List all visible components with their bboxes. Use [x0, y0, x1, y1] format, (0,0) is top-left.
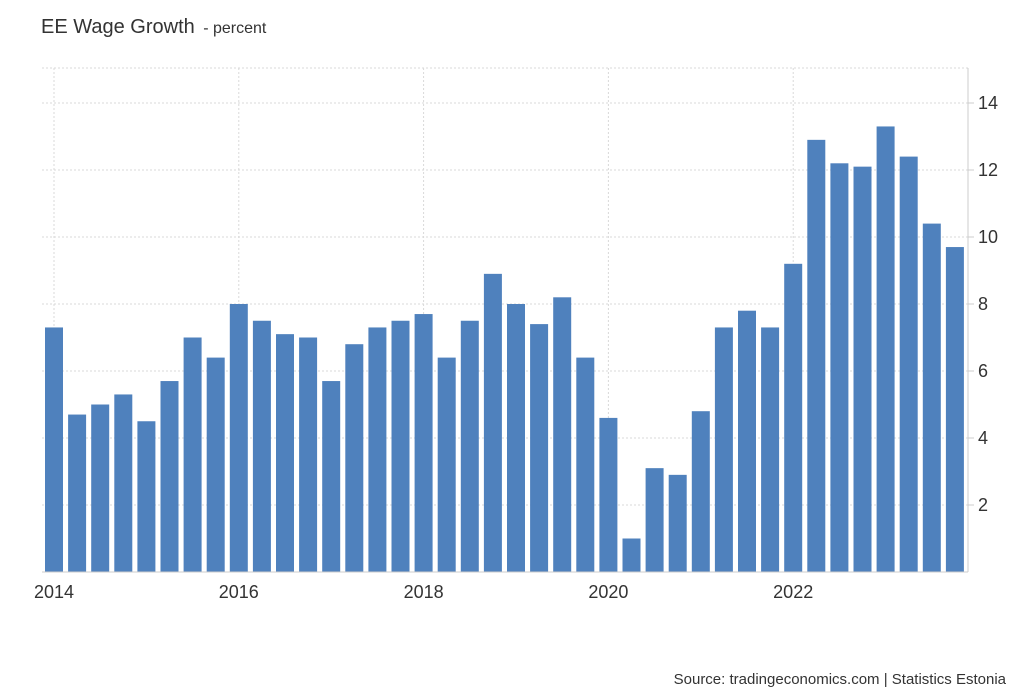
bar-2023-q1: [876, 126, 895, 572]
y-tick-label: 8: [978, 294, 988, 314]
bar-2022-q1: [784, 263, 803, 572]
bar-2015-q4: [206, 357, 225, 572]
bar-2023-q3: [922, 223, 941, 572]
bar-2022-q4: [853, 166, 872, 572]
bar-2019-q4: [576, 357, 595, 572]
bar-2018-q1: [414, 314, 433, 572]
bar-2020-q3: [645, 468, 664, 572]
bar-2022-q2: [807, 139, 826, 572]
y-tick-label: 2: [978, 495, 988, 515]
bar-2020-q2: [622, 538, 641, 572]
bar-2019-q1: [507, 304, 525, 572]
source-note: Source: tradingeconomics.com | Statistic…: [673, 671, 1006, 688]
x-tick-label: 2016: [219, 582, 259, 602]
bar-2015-q1: [137, 421, 156, 572]
bar-2015-q2: [160, 381, 179, 572]
y-tick-label: 14: [978, 93, 998, 113]
bar-2022-q3: [830, 163, 849, 573]
bar-2019-q3: [553, 297, 572, 572]
bar-2014-q3: [91, 404, 110, 572]
chart-title-unit: - percent: [203, 20, 267, 37]
bar-2017-q1: [322, 381, 341, 572]
y-tick-label: 6: [978, 361, 988, 381]
bar-2018-q3: [460, 320, 479, 572]
bar-2023-q4: [945, 247, 964, 573]
y-tick-label: 12: [978, 160, 998, 180]
bar-2016-q3: [276, 334, 294, 572]
bar-2023-q2: [899, 156, 918, 572]
x-tick-label: 2014: [34, 582, 74, 602]
bar-2018-q2: [437, 357, 456, 572]
bars: [45, 126, 964, 573]
bar-2021-q1: [691, 411, 710, 572]
bar-2020-q1: [599, 417, 618, 572]
bar-2021-q4: [761, 327, 780, 572]
x-tick-label: 2020: [588, 582, 628, 602]
bar-2018-q4: [483, 273, 502, 572]
chart-title: EE Wage Growth - percent: [41, 16, 266, 39]
y-tick-label: 4: [978, 428, 988, 448]
bar-2021-q2: [714, 327, 733, 572]
bar-2017-q3: [368, 327, 387, 572]
chart-title-main: EE Wage Growth: [41, 16, 195, 38]
bar-2016-q4: [299, 337, 318, 572]
grid-lines: [42, 67, 968, 572]
y-tick-label: 10: [978, 227, 998, 247]
x-tick-label: 2018: [404, 582, 444, 602]
bar-2014-q2: [68, 414, 87, 572]
x-tick-label: 2022: [773, 582, 813, 602]
bar-2014-q1: [45, 327, 63, 572]
axes: [42, 68, 974, 573]
bar-2017-q2: [345, 344, 364, 572]
bar-2020-q4: [668, 474, 687, 572]
bar-2017-q4: [391, 320, 410, 572]
bar-2014-q4: [114, 394, 133, 572]
bar-2016-q2: [252, 320, 271, 572]
bar-2016-q1: [229, 304, 248, 572]
bar-2019-q2: [530, 324, 549, 572]
tick-labels: 2 4 6 8 10 12 14 2014 2016 2018 2020 2022: [34, 93, 998, 602]
bar-2021-q3: [738, 310, 756, 572]
bar-2015-q3: [183, 337, 202, 572]
